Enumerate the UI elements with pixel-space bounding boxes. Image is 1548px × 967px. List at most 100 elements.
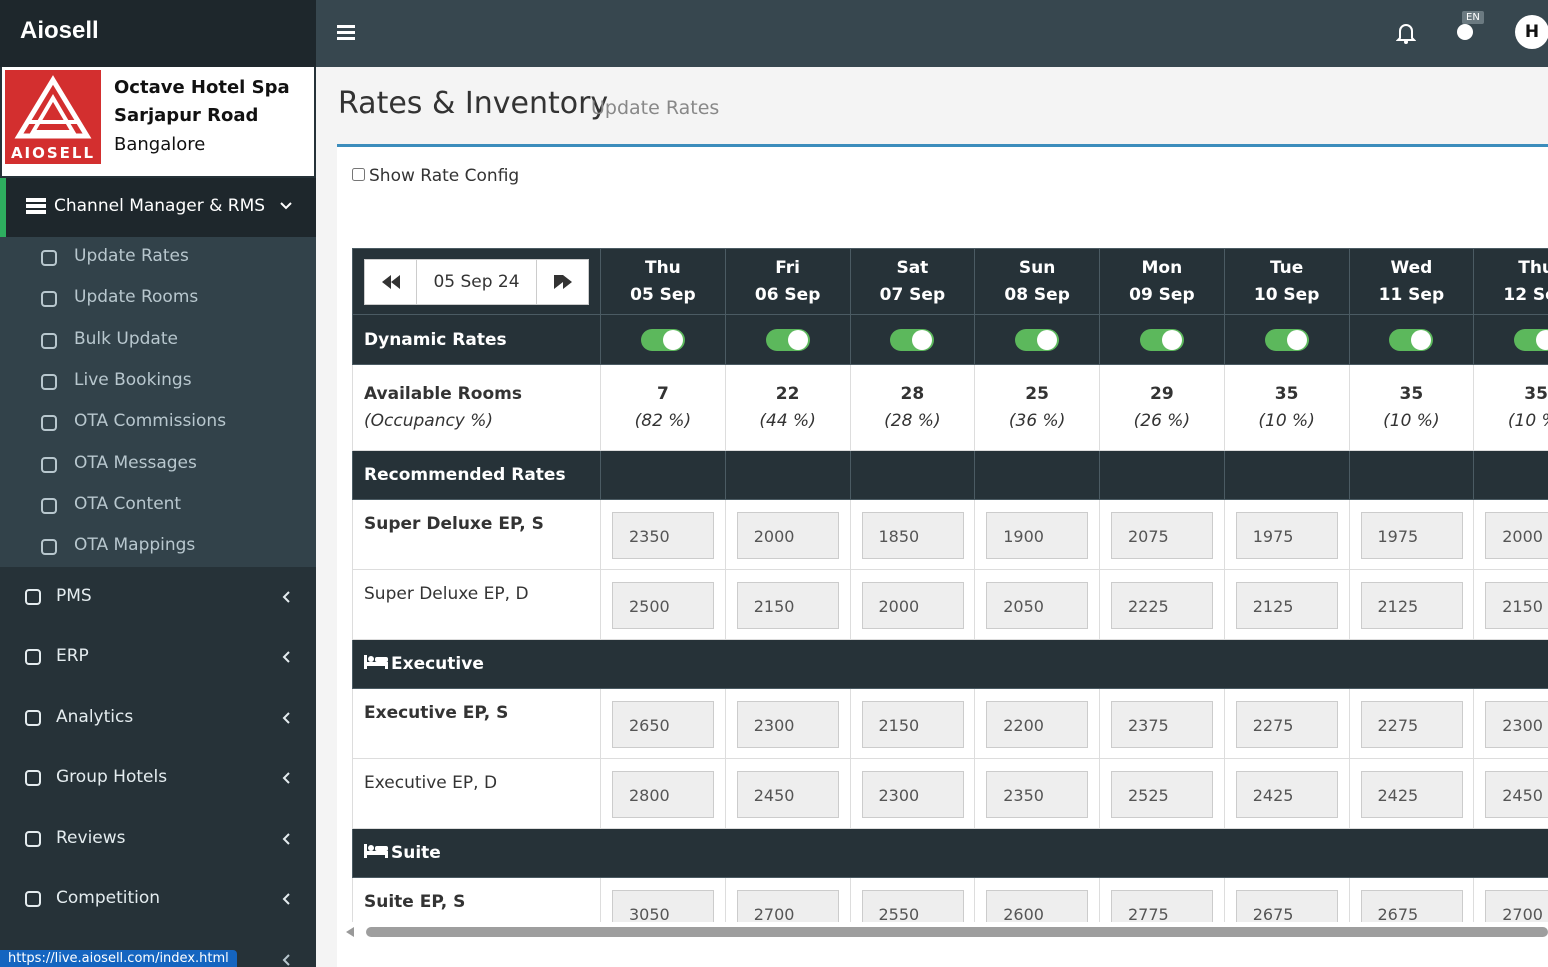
dynamic-toggle[interactable]: [890, 328, 935, 351]
date-nav-button[interactable]: [365, 259, 417, 304]
rate-input[interactable]: 2200: [986, 701, 1089, 748]
avatar[interactable]: H: [1515, 15, 1548, 49]
rate-cell: 2525: [1099, 758, 1225, 829]
rate-input[interactable]: 2000: [1485, 512, 1548, 559]
available-rooms: 28: [900, 383, 925, 404]
rate-cell: 2375: [1099, 688, 1225, 759]
nav-subitem[interactable]: Bulk Update: [0, 320, 316, 361]
nav-item[interactable]: Competition: [0, 869, 316, 929]
rate-input[interactable]: 1900: [986, 512, 1089, 559]
rate-cell: 2450: [724, 758, 851, 829]
date-nav: 05 Sep 24: [364, 258, 589, 305]
rate-input[interactable]: 2700: [736, 890, 839, 922]
rate-input[interactable]: 2650: [612, 701, 714, 748]
date-header: Fri 06 Sep: [724, 248, 851, 315]
rate-input[interactable]: 2150: [1485, 582, 1548, 629]
rate-input[interactable]: 2125: [1235, 582, 1338, 629]
rate-input[interactable]: 2225: [1111, 582, 1213, 629]
nav-subitem[interactable]: OTA Commissions: [0, 402, 316, 443]
nav-item[interactable]: ERP: [0, 627, 316, 687]
dynamic-toggle[interactable]: [1015, 328, 1060, 351]
rate-input[interactable]: 2800: [612, 771, 714, 818]
scroll-thumb[interactable]: [366, 927, 1548, 937]
nav-subitem-label: Update Rates: [74, 246, 189, 266]
rate-input[interactable]: 3050: [612, 890, 714, 922]
rate-input[interactable]: 2275: [1235, 701, 1338, 748]
rate-cell: 2700: [724, 877, 851, 922]
rate-input[interactable]: 2525: [1111, 771, 1213, 818]
nav-subitem[interactable]: OTA Content: [0, 485, 316, 526]
rate-cell: 2000: [849, 569, 976, 640]
notifications[interactable]: [1396, 22, 1416, 44]
rate-input[interactable]: 2075: [1111, 512, 1213, 559]
nav-subitem[interactable]: OTA Messages: [0, 444, 316, 485]
nav-item[interactable]: Analytics: [0, 688, 316, 748]
nav-item[interactable]: Reviews: [0, 809, 316, 869]
nav-subitem[interactable]: OTA Mappings: [0, 526, 316, 567]
dynamic-toggle[interactable]: [765, 328, 810, 351]
rate-input[interactable]: 2300: [736, 701, 839, 748]
rate-cell: 2150: [1473, 569, 1548, 640]
rate-input[interactable]: 1975: [1360, 512, 1463, 559]
occupancy: (44 %): [759, 410, 816, 431]
rate-input[interactable]: 2275: [1360, 701, 1463, 748]
chevron: [282, 832, 290, 845]
rate-input[interactable]: 2450: [736, 771, 839, 818]
rate-input[interactable]: 2050: [986, 582, 1089, 629]
dynamic-toggle[interactable]: [1389, 328, 1434, 351]
menu-toggle[interactable]: [337, 25, 355, 41]
rate-input[interactable]: 1850: [861, 512, 964, 559]
rate-input[interactable]: 2150: [736, 582, 839, 629]
rate-input[interactable]: 2500: [612, 582, 714, 629]
rate-input[interactable]: 2125: [1360, 582, 1463, 629]
nav-item-label: Competition: [56, 888, 161, 908]
icon: [41, 291, 57, 308]
rate-input[interactable]: 2425: [1360, 771, 1463, 818]
scrollbar[interactable]: [337, 922, 1548, 942]
date-nav-button[interactable]: [536, 259, 588, 304]
language-icon[interactable]: [1456, 22, 1474, 42]
rate-input[interactable]: 2700: [1485, 890, 1548, 922]
availability-cell: 35 (10 %): [1348, 364, 1475, 451]
nav-subitem[interactable]: Live Bookings: [0, 361, 316, 402]
rate-input[interactable]: 2350: [986, 771, 1089, 818]
scroll-left[interactable]: [345, 926, 355, 938]
rate-input[interactable]: 2675: [1235, 890, 1338, 922]
nav-subitem[interactable]: Update Rates: [0, 237, 316, 278]
rate-input[interactable]: 2300: [861, 771, 964, 818]
section-title: Executive: [391, 654, 484, 674]
rate-cell: 2550: [849, 877, 976, 922]
rate-cell: 2650: [600, 688, 726, 759]
date-header: Thu 05 Sep: [600, 248, 726, 315]
checkbox[interactable]: [352, 168, 365, 181]
section-cell: [1099, 450, 1225, 500]
rate-input[interactable]: 2775: [1111, 890, 1213, 922]
rate-input[interactable]: 2450: [1485, 771, 1548, 818]
nav-subitem[interactable]: Update Rooms: [0, 278, 316, 319]
rate-input[interactable]: 2350: [612, 512, 714, 559]
dynamic-toggle[interactable]: [1514, 328, 1548, 351]
rate-input[interactable]: 2150: [861, 701, 964, 748]
rate-input[interactable]: 2375: [1111, 701, 1213, 748]
language-badge[interactable]: EN: [1462, 11, 1484, 24]
rate-input[interactable]: 2425: [1235, 771, 1338, 818]
nav-section[interactable]: Channel Manager & RMS: [0, 178, 316, 237]
date-header: Thu 12 Sep: [1473, 248, 1548, 315]
rate-input[interactable]: 2675: [1360, 890, 1463, 922]
rate-input[interactable]: 2600: [986, 890, 1089, 922]
day-name: Thu: [1518, 257, 1548, 278]
nav-item[interactable]: Group Hotels: [0, 748, 316, 808]
rate-config-toggle[interactable]: Show Rate Config: [352, 166, 519, 186]
rate-input[interactable]: 2550: [861, 890, 964, 922]
brand[interactable]: Aiosell: [0, 0, 316, 67]
dynamic-toggle[interactable]: [1264, 328, 1309, 351]
date-nav-date[interactable]: 05 Sep 24: [433, 271, 520, 292]
dynamic-toggle[interactable]: [640, 328, 685, 351]
rate-input[interactable]: 2000: [736, 512, 839, 559]
rate-input[interactable]: 2300: [1485, 701, 1548, 748]
occupancy-label: (Occupancy %): [364, 410, 494, 431]
rate-input[interactable]: 2000: [861, 582, 964, 629]
nav-item[interactable]: PMS: [0, 567, 316, 627]
rate-input[interactable]: 1975: [1235, 512, 1338, 559]
dynamic-toggle[interactable]: [1139, 328, 1184, 351]
